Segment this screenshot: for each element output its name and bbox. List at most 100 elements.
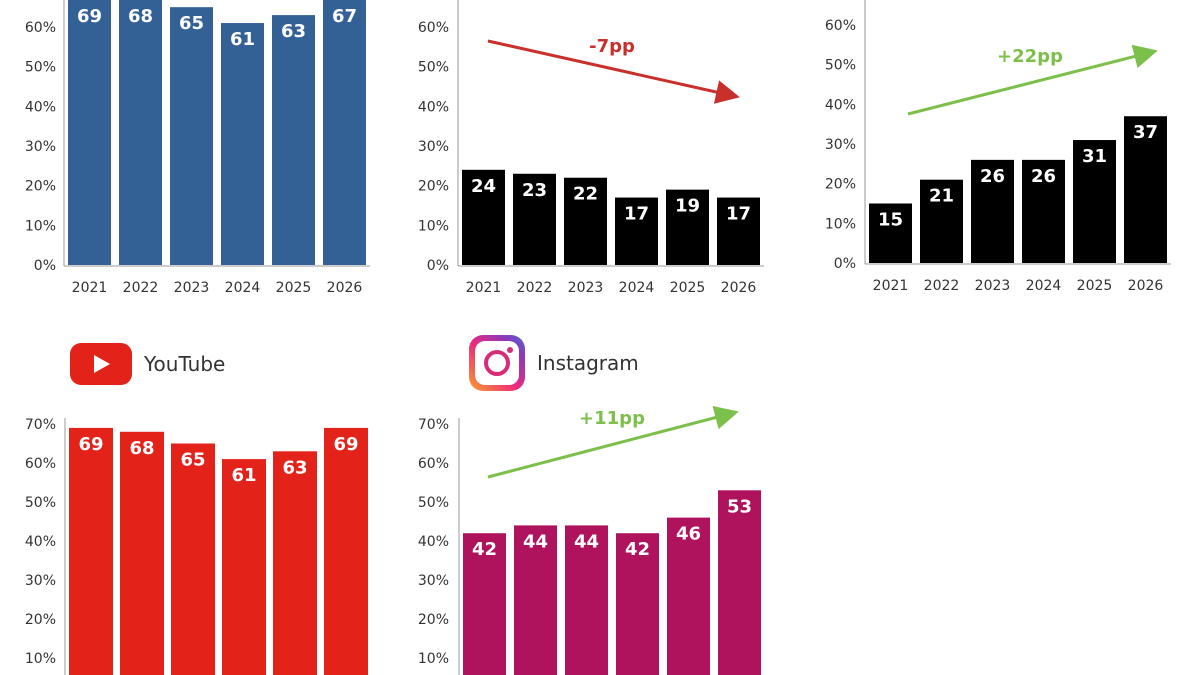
x-tick-label: 2023 <box>975 278 1011 294</box>
y-tick-label: 50% <box>25 60 56 76</box>
bar-2024 <box>221 23 264 266</box>
bar-value-label: 24 <box>471 176 496 197</box>
bar-2021 <box>463 533 506 675</box>
x-tick-label: 2023 <box>568 280 604 296</box>
instagram-lens <box>484 350 510 376</box>
youtube-logo-icon <box>70 343 132 385</box>
x-tick-label: 2021 <box>72 280 108 296</box>
bar-value-label: 21 <box>929 186 954 207</box>
bar-value-label: 61 <box>231 465 256 486</box>
x-tick-label: 2024 <box>225 280 261 296</box>
instagram-label: Instagram <box>537 351 639 375</box>
x-tick-label: 2026 <box>721 280 757 296</box>
chart-panel-1: 0% 10% 20% 30% 40% 50% 60% 69 2021 68 2022 65 2023 61… <box>25 0 370 296</box>
bar-value-label: 19 <box>675 196 700 217</box>
x-tick-label: 2022 <box>123 280 159 296</box>
y-tick-label: 20% <box>418 179 449 195</box>
trend-annotation-label: +11pp <box>579 408 645 429</box>
x-tick-label: 2021 <box>466 280 502 296</box>
chart-panel-2: 0% 10% 20% 30% 40% 50% 60% 24 2021 23 2022 22 2023 17… <box>418 0 764 296</box>
bar-value-label: 37 <box>1133 122 1158 143</box>
bar-2024 <box>222 459 266 675</box>
bar-value-label: 42 <box>625 539 650 560</box>
bar-2023 <box>564 177 607 265</box>
bar-value-label: 26 <box>980 166 1005 187</box>
chart-panel-5: 10% 20% 30% 40% 50% 60% 70% 42 44 44 42 46 53 +11pp <box>418 405 761 675</box>
bar-2022 <box>119 0 162 265</box>
y-tick-label: 20% <box>25 179 56 195</box>
bar-value-label: 15 <box>878 210 903 231</box>
y-tick-label: 10% <box>25 218 56 234</box>
x-tick-label: 2024 <box>619 280 655 296</box>
y-tick-label: 30% <box>418 139 449 155</box>
y-tick-label: 30% <box>825 137 856 153</box>
y-tick-label: 30% <box>25 573 56 589</box>
youtube-label: YouTube <box>144 352 226 376</box>
bar-2024 <box>1022 159 1065 263</box>
y-tick-label: 20% <box>418 612 449 628</box>
y-tick-label: 70% <box>418 417 449 433</box>
bar-value-label: 69 <box>77 6 102 27</box>
bar-2025 <box>273 451 317 675</box>
bar-2023 <box>171 443 215 675</box>
chart-panel-3: 0% 10% 20% 30% 40% 50% 60% 15 2021 21 2022 26 2023 26… <box>825 0 1171 294</box>
bar-2026 <box>324 427 368 675</box>
y-tick-label: 40% <box>25 534 56 550</box>
y-tick-label: 30% <box>418 573 449 589</box>
y-tick-label: 50% <box>418 495 449 511</box>
bar-value-label: 42 <box>472 539 497 560</box>
trend-annotation-label: +22pp <box>997 46 1063 67</box>
bar-2023 <box>170 7 213 266</box>
bar-2026 <box>718 490 761 675</box>
bar-2021 <box>462 169 505 265</box>
bar-2021 <box>68 0 111 265</box>
trend-annotation-label: -7pp <box>589 36 635 57</box>
bar-2025 <box>667 517 710 675</box>
y-tick-label: 60% <box>418 20 449 36</box>
bar-2021 <box>69 427 113 675</box>
y-tick-label: 60% <box>418 456 449 472</box>
bar-value-label: 44 <box>574 531 599 552</box>
youtube-header: YouTube <box>70 343 225 385</box>
y-tick-label: 40% <box>418 99 449 115</box>
bar-2023 <box>565 525 608 675</box>
y-tick-label: 60% <box>825 18 856 34</box>
bar-value-label: 22 <box>573 184 598 205</box>
x-tick-label: 2025 <box>670 280 706 296</box>
y-tick-label: 50% <box>825 58 856 74</box>
bar-value-label: 17 <box>726 204 751 225</box>
x-tick-label: 2025 <box>276 280 312 296</box>
y-tick-label: 40% <box>418 534 449 550</box>
bar-value-label: 68 <box>128 6 153 27</box>
y-tick-label: 10% <box>418 651 449 667</box>
bar-2024 <box>615 197 658 265</box>
x-tick-label: 2026 <box>327 280 363 296</box>
y-tick-label: 70% <box>25 417 56 433</box>
x-tick-label: 2024 <box>1026 278 1062 294</box>
bar-value-label: 53 <box>727 496 752 517</box>
y-tick-label: 0% <box>834 256 856 272</box>
bar-2023 <box>971 159 1014 263</box>
play-icon <box>94 355 110 373</box>
bar-value-label: 61 <box>230 29 255 50</box>
x-tick-label: 2022 <box>924 278 960 294</box>
trend-arrow <box>487 39 740 104</box>
trend-arrow <box>487 405 739 479</box>
bar-value-label: 17 <box>624 204 649 225</box>
bar-2022 <box>514 525 557 675</box>
bar-value-label: 68 <box>129 438 154 459</box>
y-tick-label: 50% <box>418 60 449 76</box>
y-tick-label: 30% <box>25 139 56 155</box>
instagram-dot <box>507 347 513 353</box>
bar-value-label: 26 <box>1031 166 1056 187</box>
x-tick-label: 2021 <box>873 278 909 294</box>
y-tick-label: 10% <box>825 216 856 232</box>
bar-2024 <box>616 533 659 675</box>
bar-value-label: 65 <box>180 450 205 471</box>
y-tick-label: 10% <box>25 651 56 667</box>
bar-2025 <box>272 15 315 265</box>
y-tick-label: 50% <box>25 495 56 511</box>
y-tick-label: 40% <box>825 97 856 113</box>
bar-2026 <box>323 0 366 265</box>
